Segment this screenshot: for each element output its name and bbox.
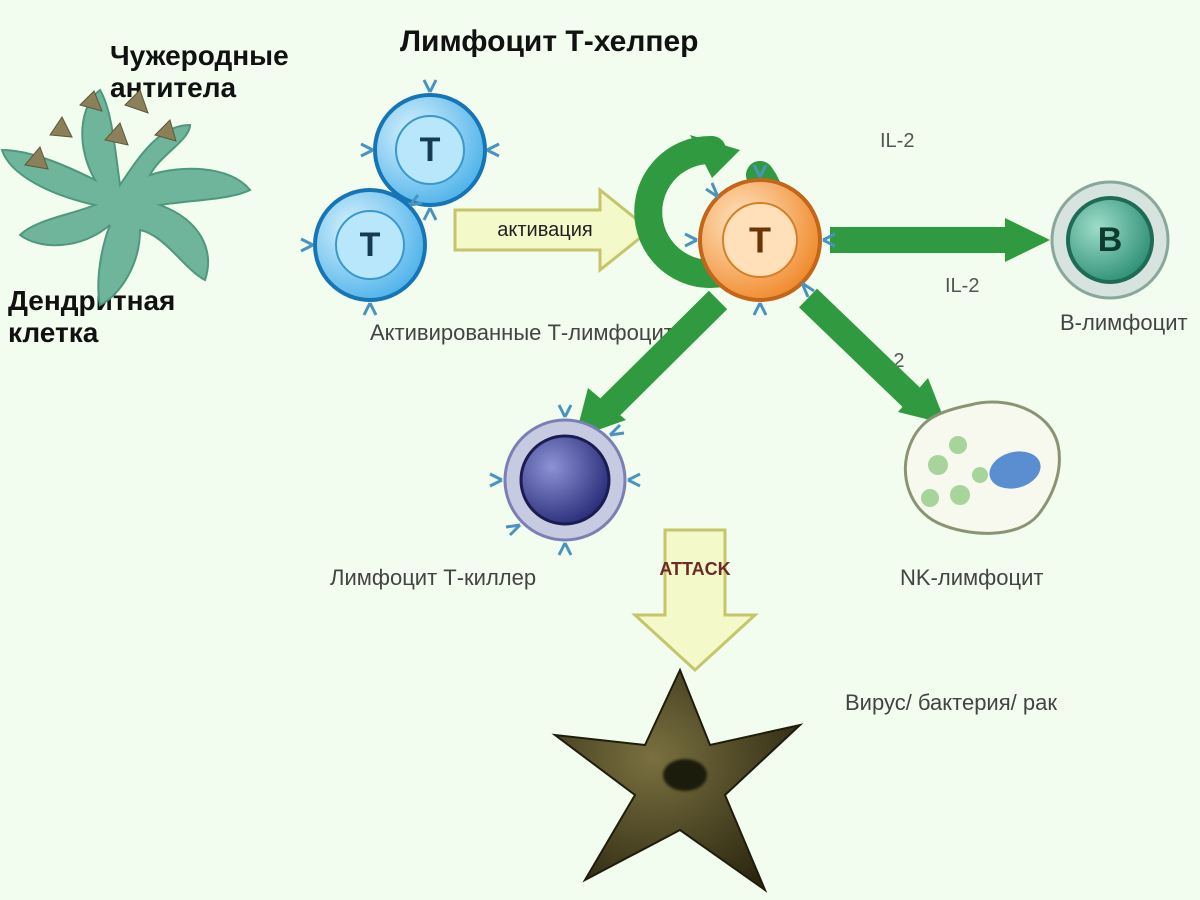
nk-cell-icon bbox=[905, 402, 1059, 533]
label-il2-top: IL-2 bbox=[880, 130, 914, 153]
t-killer-cell-icon bbox=[505, 420, 625, 540]
self-loop-arrow-icon bbox=[648, 135, 772, 274]
label-t-killer: Лимфоцит Т-киллер bbox=[330, 565, 536, 591]
t-cell-1-icon: T bbox=[375, 95, 485, 205]
b-cell-icon: B bbox=[1052, 182, 1168, 298]
to-bcell-arrow-icon bbox=[830, 218, 1050, 262]
diagram-svg: активация T bbox=[0, 0, 1200, 900]
svg-text:T: T bbox=[360, 226, 381, 264]
diagram-stage: Чужеродные антитела Лимфоцит Т-хелпер Де… bbox=[0, 0, 1200, 900]
activation-arrow-text: активация bbox=[497, 219, 592, 241]
t-cell-1-receptors bbox=[361, 80, 499, 220]
svg-text:T: T bbox=[420, 131, 441, 169]
t-cell-2-receptors bbox=[301, 195, 422, 315]
pathogen-icon bbox=[555, 670, 800, 890]
attack-arrow-icon bbox=[635, 530, 755, 670]
activation-arrow-icon bbox=[455, 190, 650, 270]
activated-t-receptors bbox=[685, 165, 835, 315]
label-nk-lymphocyte: NK-лимфоцит bbox=[900, 565, 1043, 591]
svg-text:T: T bbox=[749, 220, 771, 261]
dendritic-cell-icon bbox=[2, 90, 250, 305]
attack-arrow-text: ATTACK bbox=[659, 559, 730, 579]
label-b-lymphocyte: В-лимфоцит bbox=[1060, 310, 1188, 336]
svg-text:B: B bbox=[1098, 221, 1123, 259]
label-foreign-antibodies: Чужеродные антитела bbox=[110, 40, 289, 104]
label-il2-nk: IL-2 bbox=[870, 350, 904, 373]
label-activated-t: Активированные Т-лимфоциты bbox=[370, 320, 690, 346]
label-t-helper: Лимфоцит Т-хелпер bbox=[400, 25, 699, 59]
t-killer-receptors bbox=[490, 405, 640, 555]
label-dendritic-cell: Дендритная клетка bbox=[8, 285, 175, 349]
label-il2-right: IL-2 bbox=[945, 275, 979, 298]
activated-t-cell-icon: T bbox=[700, 180, 820, 300]
t-cell-2-icon: T bbox=[315, 190, 425, 300]
label-pathogen: Вирус/ бактерия/ рак bbox=[845, 690, 1057, 716]
